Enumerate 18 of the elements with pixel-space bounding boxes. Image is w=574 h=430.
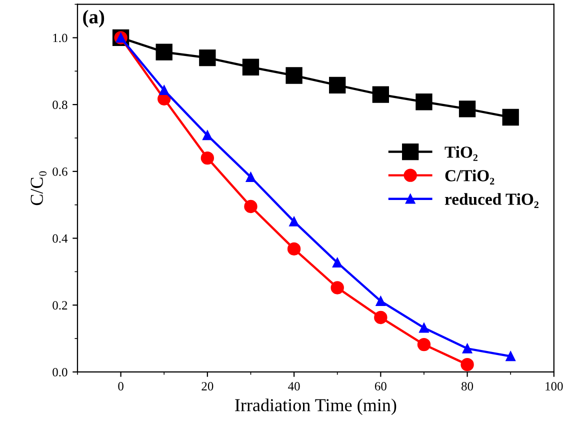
legend-label: reduced TiO₂ bbox=[444, 193, 538, 208]
y-tick-label: 0.0 bbox=[52, 368, 68, 376]
annotation: (a) bbox=[83, 10, 104, 28]
x-tick-label: 40 bbox=[288, 382, 300, 390]
x-tick-label: 100 bbox=[546, 382, 563, 390]
x-axis-title: Irradiation Time (min) bbox=[235, 398, 396, 415]
x-tick-label: 20 bbox=[202, 382, 214, 390]
y-tick-label: 0.8 bbox=[52, 100, 68, 110]
x-tick-label: 60 bbox=[374, 382, 386, 390]
y-tick-label: 0.4 bbox=[52, 234, 68, 243]
y-tick-label: 0.6 bbox=[52, 167, 68, 176]
legend-label: C/TiO₂ bbox=[445, 170, 494, 184]
y-axis-title: C/C₀ bbox=[30, 171, 46, 206]
legend-label: TiO₂ bbox=[444, 146, 478, 161]
x-tick-label: 80 bbox=[462, 382, 474, 390]
y-tick-label: 0.2 bbox=[52, 301, 68, 310]
x-tick-label: 0 bbox=[118, 382, 124, 390]
y-tick-label: 1.0 bbox=[53, 34, 68, 42]
